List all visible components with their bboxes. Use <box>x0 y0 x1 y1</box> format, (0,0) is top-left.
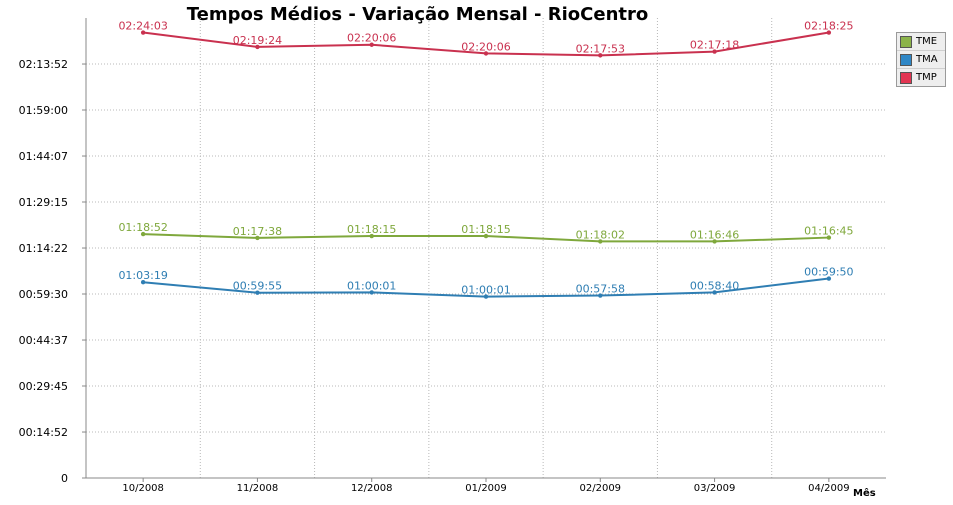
data-point-tmp <box>369 42 374 47</box>
data-point-tma <box>826 276 832 281</box>
axes: 0 00:14:52 00:29:45 00:44:37 00:59:30 01:14:2… <box>19 18 886 499</box>
data-label-tmp: 02:17:53 <box>576 42 625 55</box>
data-point-tme <box>712 239 717 244</box>
data-point-tma <box>369 290 374 295</box>
data-point-tma <box>598 293 603 298</box>
y-tick-label: 00:14:52 <box>19 426 68 439</box>
data-label-tma: 01:00:01 <box>347 279 396 292</box>
data-label-tmp: 02:19:24 <box>233 34 282 47</box>
x-tick-label: 04/2009 <box>808 483 850 494</box>
y-tick-label: 00:44:37 <box>19 334 68 347</box>
data-point-tmp <box>712 49 717 54</box>
data-point-tma <box>483 294 489 299</box>
legend-label-tma: TMA <box>916 54 938 65</box>
legend-item-tme[interactable]: TME <box>897 33 945 51</box>
grid-lines <box>86 18 886 478</box>
data-label-tme: 01:17:38 <box>233 225 282 238</box>
data-point-tmp <box>255 44 260 50</box>
x-tick-label: 01/2009 <box>465 483 507 494</box>
data-label-tme: 01:18:52 <box>118 221 167 234</box>
data-label-tmp: 02:18:25 <box>804 20 853 33</box>
legend-label-tme: TME <box>916 36 938 47</box>
chart-title: Tempos Médios - Variação Mensal - RioCen… <box>186 4 649 25</box>
data-label-tme: 01:18:15 <box>347 223 396 236</box>
data-label-tma: 01:03:19 <box>118 269 167 282</box>
legend-label-tmp: TMP <box>916 72 937 83</box>
y-tick-label: 00:59:30 <box>19 288 68 301</box>
y-tick-label: 01:14:22 <box>19 242 68 255</box>
data-label-tma: 00:58:40 <box>690 279 739 292</box>
legend: TME TMA TMP <box>896 32 946 87</box>
x-tick-label: 12/2008 <box>351 483 393 494</box>
data-label-tma: 00:59:55 <box>233 280 282 293</box>
data-label-tme: 01:18:15 <box>461 223 510 236</box>
data-label-tmp: 02:20:06 <box>461 40 510 53</box>
y-tick-label: 0 <box>61 472 68 485</box>
y-tick-label: 01:29:15 <box>19 196 68 209</box>
series-lines <box>140 30 832 299</box>
data-point-tme <box>483 233 489 239</box>
x-tick-label: 10/2008 <box>122 483 164 494</box>
data-point-tme <box>826 235 832 240</box>
x-axis-label: Mês <box>853 487 876 499</box>
legend-item-tma[interactable]: TMA <box>897 51 945 69</box>
x-tick-label: 11/2008 <box>237 483 279 494</box>
data-point-tmp <box>826 30 832 35</box>
data-label-tmp: 02:24:03 <box>118 20 167 33</box>
data-label-tme: 01:16:45 <box>804 225 853 238</box>
data-label-tme: 01:18:02 <box>576 228 625 241</box>
data-point-tme <box>369 233 374 239</box>
data-point-tmp <box>140 30 146 35</box>
data-label-tme: 01:16:46 <box>690 228 739 241</box>
data-label-tma: 00:59:50 <box>804 266 853 279</box>
data-point-tma <box>255 290 260 295</box>
data-label-tmp: 02:17:18 <box>690 39 739 52</box>
x-tick-label: 03/2009 <box>694 483 736 494</box>
y-tick-label: 02:13:52 <box>19 58 68 71</box>
data-point-tme <box>598 239 603 244</box>
data-point-tmp <box>483 51 489 56</box>
data-label-tmp: 02:20:06 <box>347 32 396 45</box>
data-point-tme <box>255 235 260 241</box>
y-tick-label: 00:29:45 <box>19 380 68 393</box>
y-tick-label: 01:44:07 <box>19 150 68 163</box>
data-labels: 01:18:52 01:17:38 01:18:15 01:18:15 01:18:02… <box>118 20 853 297</box>
legend-swatch-tmp <box>900 71 912 84</box>
data-label-tma: 01:00:01 <box>461 284 510 297</box>
legend-swatch-tme <box>900 35 912 48</box>
y-tick-label: 01:59:00 <box>19 104 68 117</box>
legend-item-tmp[interactable]: TMP <box>897 69 945 86</box>
data-point-tma <box>140 279 146 285</box>
data-point-tme <box>140 231 146 237</box>
data-label-tma: 00:57:58 <box>576 283 625 296</box>
data-point-tma <box>712 290 717 295</box>
data-point-tmp <box>598 53 603 58</box>
x-tick-label: 02/2009 <box>580 483 622 494</box>
legend-swatch-tma <box>900 53 912 66</box>
